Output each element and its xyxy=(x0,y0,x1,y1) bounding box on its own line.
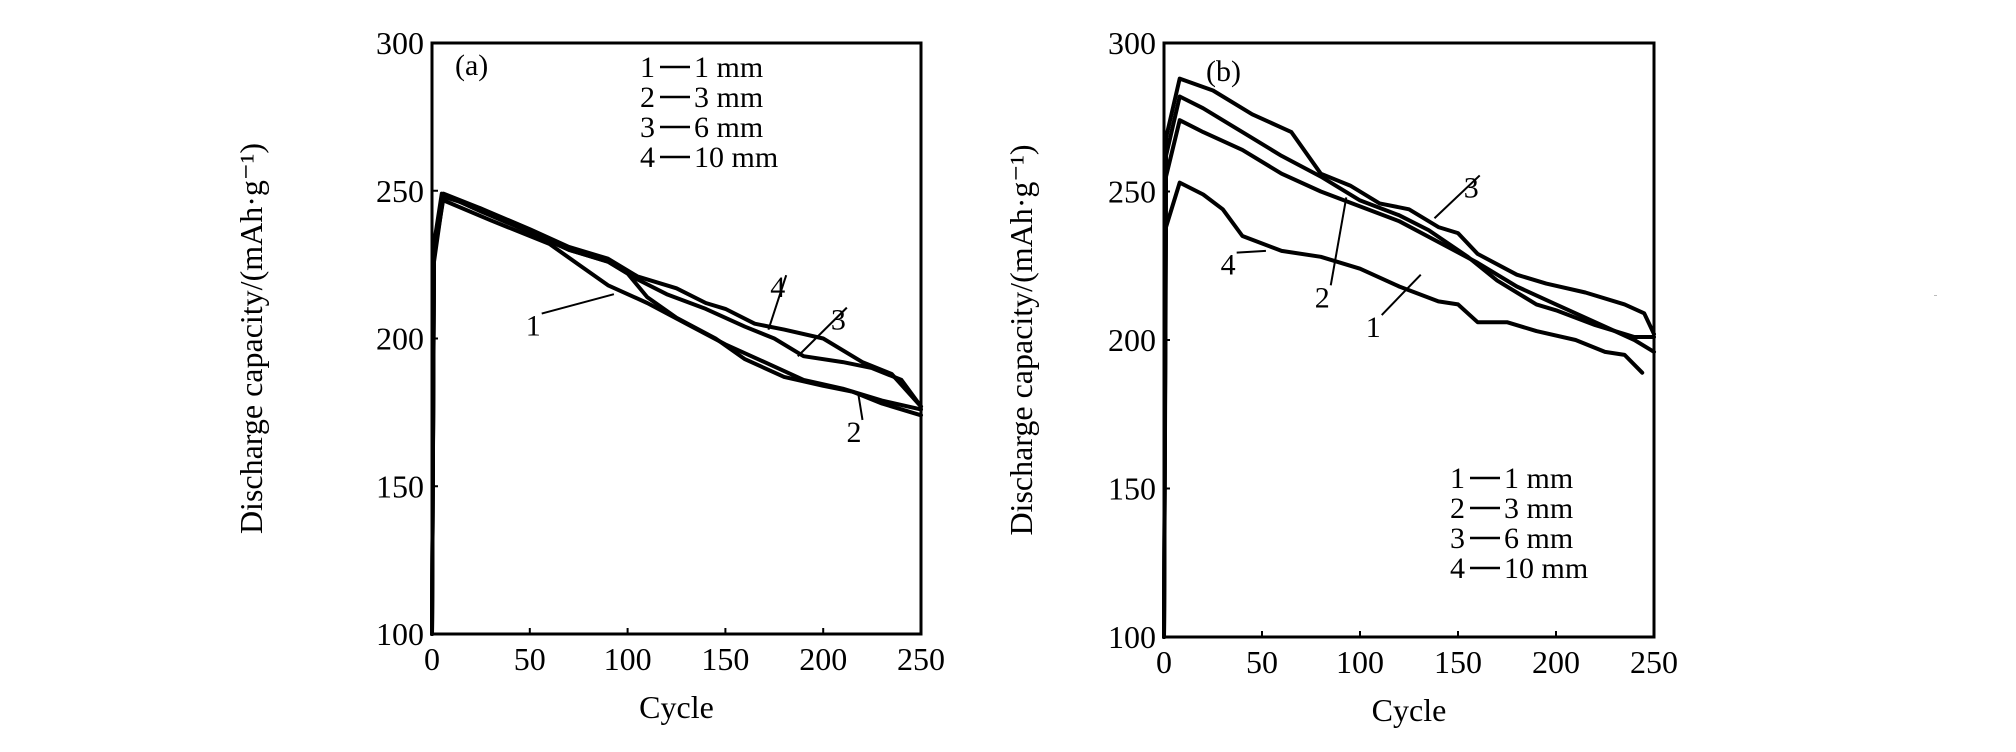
series-line-1 xyxy=(1162,118,1656,639)
legend-label: 6 mm xyxy=(694,111,763,144)
annotation-leader xyxy=(1329,197,1348,286)
legend-b: 1 1 mm 2 3 mm 3 6 mm 4 10 mm xyxy=(1450,462,1588,585)
x-tick-label: 0 xyxy=(424,641,440,677)
panel-b: 0 50 100 150 200 250 100 150 200 250 300 Cycle Di… xyxy=(1003,25,1678,728)
stray-mark xyxy=(1934,295,1937,296)
y-axis-title-b: Discharge capacity/(mAh·g⁻¹) xyxy=(1003,144,1039,535)
series-line-2 xyxy=(1162,94,1656,639)
annotations-a: 1 2 3 4 xyxy=(526,271,864,449)
legend-number: 1 xyxy=(640,51,655,84)
series-group-a xyxy=(430,191,923,636)
annotation-label: 2 xyxy=(1315,281,1330,314)
y-tick-label: 300 xyxy=(376,25,424,61)
panel-label-b: (b) xyxy=(1206,55,1241,88)
x-axis-b: 0 50 100 150 200 250 xyxy=(1156,631,1678,680)
y-tick-label: 200 xyxy=(376,321,424,357)
legend-label: 3 mm xyxy=(1504,492,1573,525)
legend-a: 1 1 mm 2 3 mm 3 6 mm 4 10 mm xyxy=(640,51,778,174)
x-tick-label: 250 xyxy=(897,641,945,677)
annotation-label: 3 xyxy=(831,304,846,337)
y-axis-title-a: Discharge capacity/(mAh·g⁻¹) xyxy=(233,143,269,534)
x-axis-title-b: Cycle xyxy=(1372,692,1447,728)
legend-label: 1 mm xyxy=(1504,462,1573,495)
annotation-leader xyxy=(541,293,615,315)
y-tick-label: 300 xyxy=(1108,25,1156,61)
annotation-leader xyxy=(1433,174,1481,219)
series-line-2 xyxy=(430,191,923,636)
y-tick-label: 150 xyxy=(376,468,424,504)
x-tick-label: 0 xyxy=(1156,644,1172,680)
legend-number: 1 xyxy=(1450,462,1465,495)
y-tick-label: 100 xyxy=(1108,619,1156,655)
x-tick-label: 150 xyxy=(701,641,749,677)
legend-label: 6 mm xyxy=(1504,522,1573,555)
x-axis-a: 0 50 100 150 200 250 xyxy=(424,628,945,677)
x-tick-label: 200 xyxy=(799,641,847,677)
x-tick-label: 50 xyxy=(514,641,546,677)
panel-label-a: (a) xyxy=(455,49,488,82)
legend-label: 10 mm xyxy=(1504,552,1588,585)
panel-a: 0 50 100 150 200 250 100 150 200 250 300 Cycle Di… xyxy=(233,25,945,725)
series-line-4 xyxy=(430,191,923,636)
annotation-label: 3 xyxy=(1464,171,1479,204)
legend-label: 1 mm xyxy=(694,51,763,84)
x-tick-label: 100 xyxy=(604,641,652,677)
y-axis-a: 100 150 200 250 300 xyxy=(376,25,438,652)
annotation-leader xyxy=(1381,273,1422,316)
y-tick-label: 250 xyxy=(376,173,424,209)
annotation-label: 4 xyxy=(1221,249,1236,282)
y-tick-label: 250 xyxy=(1108,174,1156,210)
legend-number: 4 xyxy=(1450,552,1465,585)
series-group-b xyxy=(1162,76,1656,639)
legend-label: 3 mm xyxy=(694,81,763,114)
x-tick-label: 50 xyxy=(1246,644,1278,680)
annotation-label: 1 xyxy=(1366,311,1381,344)
x-tick-label: 100 xyxy=(1336,644,1384,680)
legend-number: 4 xyxy=(640,141,655,174)
legend-number: 3 xyxy=(640,111,655,144)
annotation-leader xyxy=(1236,249,1266,254)
annotation-label: 2 xyxy=(846,416,861,449)
y-axis-b: 100 150 200 250 300 xyxy=(1108,25,1170,655)
annotation-leader xyxy=(857,394,864,421)
y-tick-label: 200 xyxy=(1108,322,1156,358)
series-line-3 xyxy=(1162,76,1656,639)
legend-label: 10 mm xyxy=(694,141,778,174)
legend-number: 2 xyxy=(640,81,655,114)
plot-frame-a xyxy=(430,41,923,636)
x-tick-label: 250 xyxy=(1630,644,1678,680)
annotations-b: 1 2 3 4 xyxy=(1221,171,1481,344)
annotation-label: 4 xyxy=(770,271,785,304)
series-line-4 xyxy=(1162,180,1645,639)
y-tick-label: 150 xyxy=(1108,471,1156,507)
legend-number: 3 xyxy=(1450,522,1465,555)
x-axis-title-a: Cycle xyxy=(639,689,714,725)
y-tick-label: 100 xyxy=(376,616,424,652)
annotation-leader xyxy=(797,306,848,357)
x-tick-label: 150 xyxy=(1434,644,1482,680)
legend-number: 2 xyxy=(1450,492,1465,525)
x-tick-label: 200 xyxy=(1532,644,1580,680)
annotation-leader xyxy=(767,274,788,330)
annotation-label: 1 xyxy=(526,310,541,343)
